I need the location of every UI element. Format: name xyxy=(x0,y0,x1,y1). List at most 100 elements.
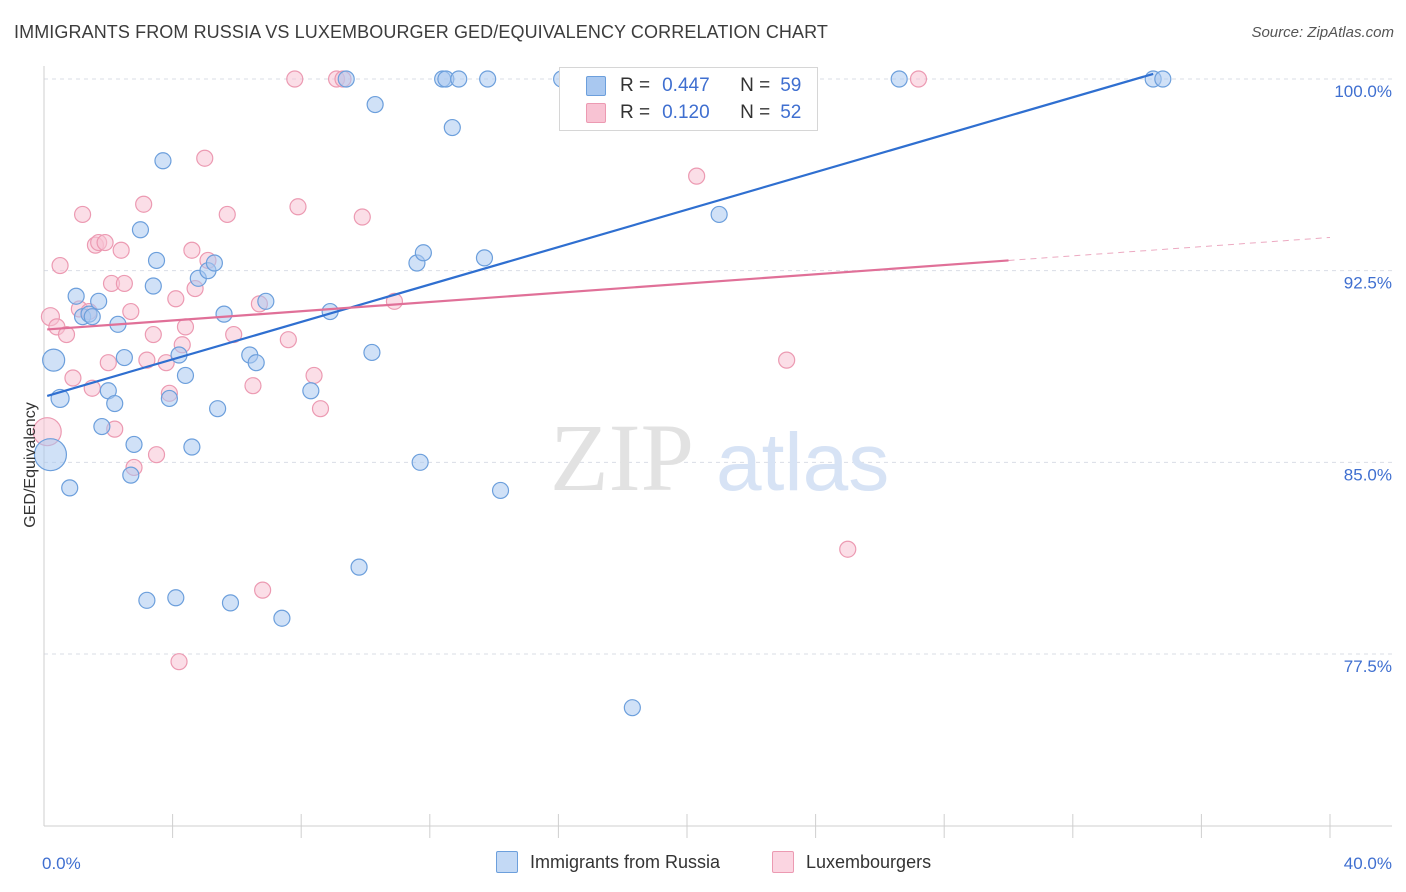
luxembourger-point xyxy=(64,369,82,387)
russia-point xyxy=(366,95,384,114)
legend-n-value: 59 xyxy=(780,75,802,96)
russia-point xyxy=(183,438,201,456)
series-legend-russia[interactable]: Immigrants from Russia xyxy=(496,851,720,873)
legend-n-label: N = xyxy=(740,75,771,96)
watermark-zip: ZIP xyxy=(550,404,694,511)
russia-point xyxy=(302,382,320,400)
series-legend-luxembourg[interactable]: Luxembourgers xyxy=(772,851,931,873)
legend-r-label: R = xyxy=(620,75,651,96)
russia-point xyxy=(61,479,79,497)
series-label-russia: Immigrants from Russia xyxy=(530,851,721,872)
y-tick-label: 92.5% xyxy=(1344,274,1392,293)
russia-point xyxy=(160,389,178,408)
legend-n-value: 52 xyxy=(780,102,802,123)
russia-point xyxy=(221,594,240,612)
russia-point xyxy=(122,466,140,484)
x-tick-label-min: 0.0% xyxy=(42,854,81,873)
russia-point xyxy=(257,292,275,310)
russia-point xyxy=(414,244,432,262)
luxembourger-point xyxy=(170,653,188,671)
russia-point xyxy=(138,591,156,609)
russia-point xyxy=(209,400,227,418)
russia-point xyxy=(890,70,908,88)
legend-r-label: R = xyxy=(620,102,651,123)
russia-point xyxy=(247,354,265,372)
luxembourger-point xyxy=(135,195,153,213)
y-tick-label: 77.5% xyxy=(1344,657,1392,676)
luxembourger-point xyxy=(96,233,114,252)
russia-point xyxy=(1154,70,1172,88)
russia-point xyxy=(205,254,223,272)
russia-point xyxy=(167,589,185,607)
x-tick-label-max: 40.0% xyxy=(1344,854,1392,873)
series-label-luxembourg: Luxembourgers xyxy=(806,851,932,872)
luxembourger-trend-line-extension xyxy=(1008,236,1331,261)
luxembourger-point xyxy=(147,446,166,464)
legend-swatch-luxembourg xyxy=(586,103,606,123)
luxembourger-point xyxy=(289,198,307,216)
luxembourger-point xyxy=(176,318,195,336)
y-tick-label: 100.0% xyxy=(1334,82,1392,101)
legend-n-label: N = xyxy=(740,102,771,123)
russia-point xyxy=(411,453,429,471)
luxembourger-point xyxy=(353,208,371,226)
russia-point xyxy=(125,435,143,454)
luxembourger-point xyxy=(839,540,857,558)
russia-point xyxy=(710,205,728,224)
russia-point xyxy=(90,292,108,310)
luxembourger-trend-line xyxy=(47,259,1009,331)
russia-point xyxy=(154,152,172,170)
russia-point xyxy=(475,249,494,267)
luxembourger-point xyxy=(196,149,214,167)
luxembourger-point xyxy=(57,325,76,344)
russia-point xyxy=(83,308,101,326)
luxembourger-point xyxy=(99,354,117,372)
luxembourger-point xyxy=(138,351,156,369)
luxembourger-point xyxy=(122,302,140,321)
luxembourger-point xyxy=(778,351,796,369)
russia-point xyxy=(363,343,381,362)
watermark-atlas: atlas xyxy=(716,417,889,508)
russia-point xyxy=(350,558,368,576)
gridlines xyxy=(44,78,1392,655)
luxembourger-point xyxy=(51,256,69,275)
russia-point xyxy=(450,70,468,88)
y-tick-labels: 77.5% 85.0% 92.5% 100.0% xyxy=(1334,82,1392,676)
russia-point xyxy=(443,118,461,137)
russia-point xyxy=(147,251,166,270)
luxembourger-point xyxy=(305,366,323,385)
luxembourger-point xyxy=(909,70,928,88)
luxembourger-point xyxy=(244,377,262,395)
luxembourger-point xyxy=(279,331,297,349)
russia-point xyxy=(144,277,162,295)
chart-title: IMMIGRANTS FROM RUSSIA VS LUXEMBOURGER G… xyxy=(14,22,828,42)
luxembourger-point xyxy=(112,241,130,259)
russia-point xyxy=(115,348,133,367)
series-swatch-russia xyxy=(496,851,518,873)
luxembourger-point xyxy=(183,241,201,259)
russia-point xyxy=(131,221,150,239)
legend-swatch-russia xyxy=(586,76,606,96)
russia-point xyxy=(273,609,291,627)
legend-row-russia: R = 0.447 N = 59 xyxy=(586,73,801,99)
correlation-legend: R = 0.447 N = 59 R = 0.120 N = 52 xyxy=(559,67,818,131)
luxembourger-point xyxy=(286,70,304,88)
russia-point xyxy=(42,348,66,372)
luxembourger-point xyxy=(254,581,272,599)
luxembourger-point xyxy=(144,325,162,344)
russia-point xyxy=(33,438,68,472)
luxembourger-point xyxy=(73,205,92,224)
legend-r-value: 0.447 xyxy=(662,75,710,96)
russia-point xyxy=(67,287,85,305)
series-legend: Immigrants from Russia Luxembourgers xyxy=(0,851,1406,879)
chart-source: Source: ZipAtlas.com xyxy=(1251,24,1394,41)
russia-trend-line xyxy=(46,72,1154,397)
russia-point xyxy=(176,366,195,385)
series-swatch-luxembourg xyxy=(772,851,794,873)
trend-lines xyxy=(46,72,1331,397)
russia-point xyxy=(215,305,233,323)
luxembourger-point xyxy=(311,400,330,418)
watermark: ZIP atlas xyxy=(550,404,889,511)
russia-point xyxy=(491,481,510,500)
